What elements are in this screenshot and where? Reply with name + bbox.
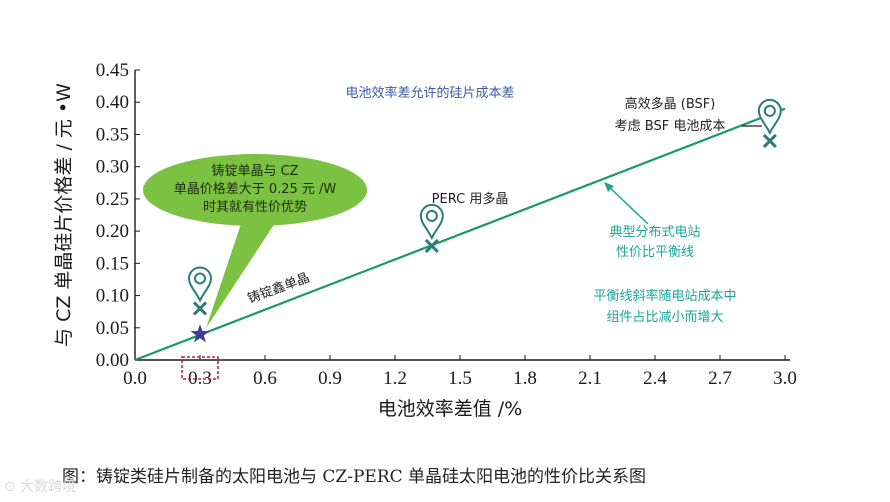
star-marker xyxy=(190,324,210,343)
x-tick-label: 0.9 xyxy=(318,368,342,389)
y-axis-label: 与 CZ 单晶硅片价格差 / 元 •W xyxy=(53,83,75,347)
y-tick-label: 0.45 xyxy=(96,60,129,81)
bsf-label-line1: 高效多晶 (BSF) xyxy=(625,96,716,112)
pin-icon xyxy=(757,98,782,136)
ingot-line-label: 铸锭鑫单晶 xyxy=(245,270,312,307)
x-marker xyxy=(192,301,208,316)
perc-label: PERC 用多晶 xyxy=(432,191,509,207)
y-tick-label: 0.00 xyxy=(96,350,129,371)
x-tick-label: 1.2 xyxy=(383,368,407,389)
x-marker-stroke xyxy=(762,133,777,148)
balance-line xyxy=(134,107,786,362)
watermark: ⊙ 大数跨境 xyxy=(4,479,77,495)
pin-center xyxy=(425,209,438,222)
x-axis-label: 电池效率差值 /% xyxy=(378,398,523,420)
typical-label-line1: 典型分布式电站 xyxy=(609,225,700,240)
x-tick-label: 3.0 xyxy=(773,368,797,389)
y-tick-label: 0.10 xyxy=(96,286,129,307)
x-tick-label: 1.8 xyxy=(513,368,537,389)
x-marker-stroke xyxy=(424,238,439,253)
callout-text-line3: 时其就有性价优势 xyxy=(203,199,307,215)
typical-leader-arrow xyxy=(604,182,614,192)
x-tick-label: 0.0 xyxy=(123,368,147,389)
y-tick-label: 0.15 xyxy=(96,253,129,274)
y-tick-label: 0.20 xyxy=(96,221,129,242)
pin-center xyxy=(194,272,206,285)
y-tick-label: 0.30 xyxy=(96,157,129,178)
pin-center xyxy=(763,104,776,117)
bsf-label-line2: 考虑 BSF 电池成本 xyxy=(615,119,726,134)
x-tick-label: 2.1 xyxy=(578,368,602,389)
callout-text-line1: 铸锭单晶与 CZ xyxy=(211,163,298,179)
highlight-box xyxy=(181,356,219,380)
pin-icon xyxy=(187,266,213,303)
x-tick-label: 1.5 xyxy=(448,368,472,389)
typical-leader xyxy=(605,183,649,225)
note-allowed-cost: 电池效率差允许的硅片成本差 xyxy=(345,85,514,101)
x-marker xyxy=(762,133,777,148)
y-tick-label: 0.05 xyxy=(96,318,129,339)
y-tick-label: 0.25 xyxy=(96,189,129,210)
typical-label-line2: 性价比平衡线 xyxy=(616,245,694,260)
y-tick-label: 0.35 xyxy=(96,124,129,145)
x-marker xyxy=(424,238,439,253)
x-tick-label: 2.4 xyxy=(643,368,667,389)
y-tick-label: 0.40 xyxy=(96,92,129,113)
callout-bubble xyxy=(143,154,367,226)
slope-note-line2: 组件占比减小而增大 xyxy=(606,310,723,325)
slope-note-line1: 平衡线斜率随电站成本中 xyxy=(593,288,736,304)
chart: 0.0 0.3 0.6 0.9 1.2 1.5 1.8 2.1 2.4 2.7 3.00.000.0… xyxy=(53,60,797,420)
x-tick-label: 2.7 xyxy=(708,368,732,389)
x-marker-stroke xyxy=(192,301,208,316)
pin-icon xyxy=(419,204,444,241)
callout-text-line2: 单晶价格差大于 0.25 元 /W xyxy=(174,181,337,197)
callout-tail xyxy=(206,218,277,329)
figure-caption: 图：铸锭类硅片制备的太阳电池与 CZ-PERC 单晶硅太阳电池的性价比关系图 xyxy=(62,467,647,487)
x-tick-label: 0.6 xyxy=(253,368,277,389)
